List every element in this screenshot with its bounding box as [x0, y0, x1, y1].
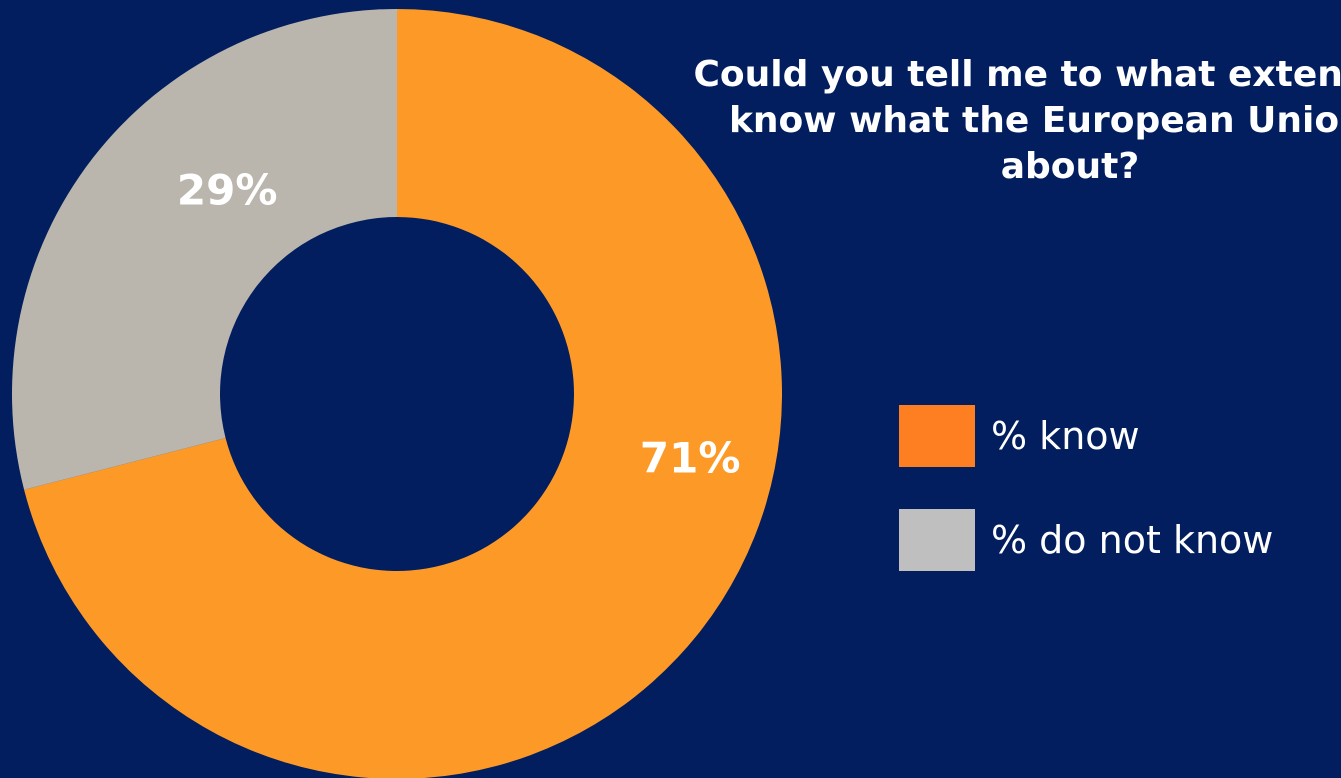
donut-slice-do-not-know [11, 9, 398, 490]
data-label-know: 71% [640, 434, 741, 483]
legend-swatch-know [899, 405, 975, 467]
data-label-do-not-know: 29% [177, 165, 278, 214]
donut-slice-know [24, 9, 782, 778]
legend-label-do-not-know: % do not know [991, 518, 1274, 562]
legend-item-know: % know [899, 405, 1273, 467]
legend-item-do-not-know: % do not know [899, 509, 1273, 571]
legend-swatch-do-not-know [899, 509, 975, 571]
legend: % know % do not know [899, 405, 1273, 571]
donut-chart: 71% 29% [11, 9, 782, 778]
legend-label-know: % know [991, 414, 1140, 458]
chart-title: Could you tell me to what extent you kno… [693, 54, 1341, 187]
